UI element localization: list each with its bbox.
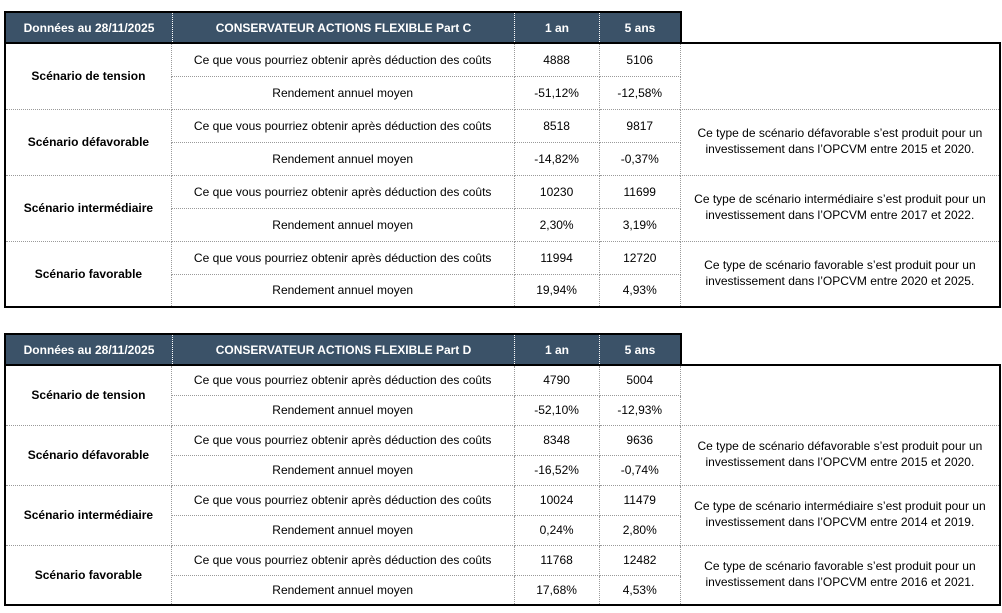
value-5ans: 11479 — [598, 484, 681, 516]
table-row: Scénario favorable Ce que vous pourriez … — [4, 544, 1001, 606]
scenario-body-table: Scénario de tension Ce que vous pourriez… — [4, 364, 1001, 606]
value-5ans: -0,37% — [598, 141, 681, 176]
scenario-label: Scénario favorable — [4, 240, 172, 308]
value-1an: 17,68% — [513, 574, 600, 606]
scenario-label: Scénario intermédiaire — [4, 484, 172, 546]
row-label: Ce que vous pourriez obtenir après déduc… — [170, 240, 515, 275]
value-5ans: 9636 — [598, 424, 681, 456]
col-header-5ans: 5 ans — [599, 13, 680, 42]
scenario-label: Scénario intermédiaire — [4, 174, 172, 242]
value-1an: 4888 — [513, 42, 600, 77]
scenario-label: Scénario de tension — [4, 364, 172, 426]
table-row: Rendement annuel moyen 0,24% 2,80% — [5, 514, 1000, 546]
table-row: Rendement annuel moyen -52,10% -12,93% — [5, 394, 1000, 426]
row-label: Ce que vous pourriez obtenir après déduc… — [170, 42, 515, 77]
value-1an: 4790 — [513, 364, 600, 396]
scenario-note: Ce type de scénario favorable s’est prod… — [679, 240, 1001, 308]
value-5ans: 4,53% — [598, 574, 681, 606]
data-date-label: Données au 28/11/2025 — [23, 20, 155, 35]
table-row: Rendement annuel moyen -16,52% -0,74% — [5, 454, 1000, 486]
scenario-note: Ce type de scénario défavorable s’est pr… — [679, 424, 1001, 486]
row-label: Rendement annuel moyen — [170, 394, 515, 426]
row-label: Rendement annuel moyen — [170, 75, 515, 110]
table-row: Scénario favorable Ce que vous pourriez … — [4, 240, 1001, 308]
table-row: Rendement annuel moyen -14,82% -0,37% — [5, 141, 1000, 176]
scenario-note — [679, 364, 1001, 426]
scenario-note: Ce type de scénario favorable s’est prod… — [679, 544, 1001, 606]
table-row: Rendement annuel moyen 17,68% 4,53% — [5, 574, 1000, 606]
row-label: Rendement annuel moyen — [170, 141, 515, 176]
row-label: Rendement annuel moyen — [170, 454, 515, 486]
row-label: Ce que vous pourriez obtenir après déduc… — [170, 484, 515, 516]
table-row: Scénario défavorable Ce que vous pourrie… — [4, 108, 1001, 176]
value-1an: -51,12% — [513, 75, 600, 110]
table-row: Rendement annuel moyen 2,30% 3,19% — [5, 207, 1000, 242]
value-1an: 10230 — [513, 174, 600, 209]
value-1an: 8518 — [513, 108, 600, 143]
table-row: Rendement annuel moyen -51,12% -12,58% — [5, 75, 1000, 110]
row-label: Ce que vous pourriez obtenir après déduc… — [170, 174, 515, 209]
value-1an: 11994 — [513, 240, 600, 275]
scenario-label: Scénario favorable — [4, 544, 172, 606]
value-5ans: 3,19% — [598, 207, 681, 242]
data-date-label: Données au 28/11/2025 — [23, 342, 155, 357]
value-1an: -16,52% — [513, 454, 600, 486]
scenario-table-part-d: Données au 28/11/2025 CONSERVATEUR ACTIO… — [4, 333, 1001, 606]
table-header: Données au 28/11/2025 CONSERVATEUR ACTIO… — [4, 11, 682, 42]
value-1an: 19,94% — [513, 273, 600, 308]
value-1an: 11768 — [513, 544, 600, 576]
col-header-1an: 1 an — [514, 335, 599, 364]
value-1an: -14,82% — [513, 141, 600, 176]
scenario-label: Scénario défavorable — [4, 424, 172, 486]
row-label: Rendement annuel moyen — [170, 574, 515, 606]
row-label: Rendement annuel moyen — [170, 207, 515, 242]
scenario-label: Scénario de tension — [4, 42, 172, 110]
fund-name: CONSERVATEUR ACTIONS FLEXIBLE Part C — [172, 13, 514, 42]
scenario-note: Ce type de scénario défavorable s’est pr… — [679, 108, 1001, 176]
row-label: Ce que vous pourriez obtenir après déduc… — [170, 424, 515, 456]
table-row: Scénario intermédiaire Ce que vous pourr… — [4, 174, 1001, 242]
fund-name: CONSERVATEUR ACTIONS FLEXIBLE Part D — [172, 335, 514, 364]
table-header: Données au 28/11/2025 CONSERVATEUR ACTIO… — [4, 333, 682, 364]
value-5ans: -0,74% — [598, 454, 681, 486]
scenario-table-part-c: Données au 28/11/2025 CONSERVATEUR ACTIO… — [4, 11, 1001, 308]
table-row: Scénario intermédiaire Ce que vous pourr… — [4, 484, 1001, 546]
scenario-note — [679, 42, 1001, 110]
table-row: Rendement annuel moyen 19,94% 4,93% — [5, 273, 1000, 308]
value-5ans: 9817 — [598, 108, 681, 143]
value-1an: 8348 — [513, 424, 600, 456]
row-label: Ce que vous pourriez obtenir après déduc… — [170, 108, 515, 143]
value-5ans: 11699 — [598, 174, 681, 209]
value-5ans: -12,58% — [598, 75, 681, 110]
col-header-1an: 1 an — [514, 13, 599, 42]
value-1an: 2,30% — [513, 207, 600, 242]
value-5ans: 5106 — [598, 42, 681, 77]
scenario-note: Ce type de scénario intermédiaire s’est … — [679, 484, 1001, 546]
row-label: Ce que vous pourriez obtenir après déduc… — [170, 364, 515, 396]
row-label: Ce que vous pourriez obtenir après déduc… — [170, 544, 515, 576]
value-5ans: 4,93% — [598, 273, 681, 308]
scenario-body-table: Scénario de tension Ce que vous pourriez… — [4, 42, 1001, 308]
row-label: Rendement annuel moyen — [170, 273, 515, 308]
scenario-note: Ce type de scénario intermédiaire s’est … — [679, 174, 1001, 242]
scenario-label: Scénario défavorable — [4, 108, 172, 176]
value-1an: 10024 — [513, 484, 600, 516]
value-1an: -52,10% — [513, 394, 600, 426]
col-header-5ans: 5 ans — [599, 335, 680, 364]
table-row: Scénario défavorable Ce que vous pourrie… — [4, 424, 1001, 486]
table-row: Scénario de tension Ce que vous pourriez… — [4, 364, 1001, 426]
value-1an: 0,24% — [513, 514, 600, 546]
table-row: Scénario de tension Ce que vous pourriez… — [4, 42, 1001, 110]
row-label: Rendement annuel moyen — [170, 514, 515, 546]
value-5ans: 12482 — [598, 544, 681, 576]
value-5ans: -12,93% — [598, 394, 681, 426]
value-5ans: 5004 — [598, 364, 681, 396]
value-5ans: 2,80% — [598, 514, 681, 546]
value-5ans: 12720 — [598, 240, 681, 275]
